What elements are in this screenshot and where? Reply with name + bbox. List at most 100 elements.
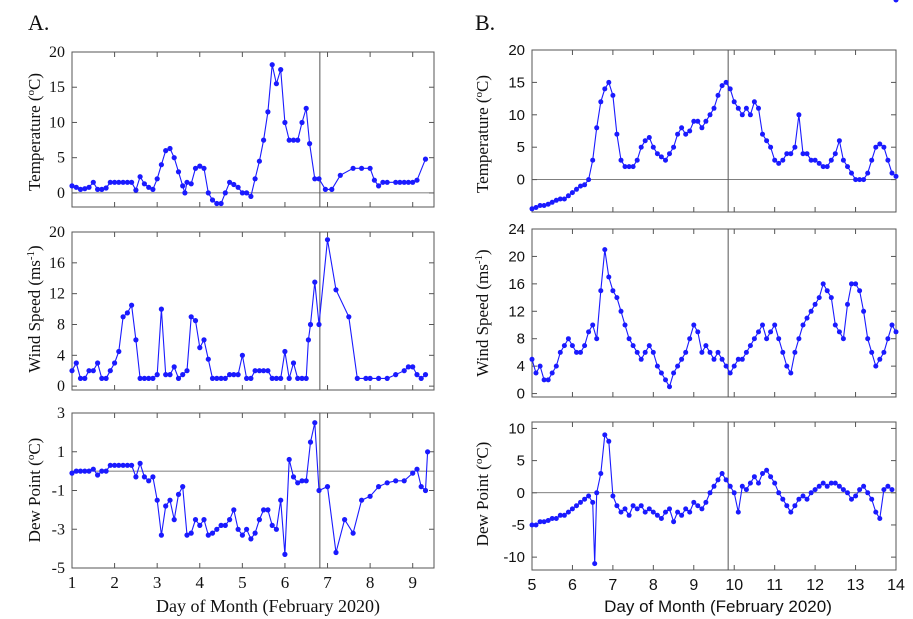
b-dew-data-point <box>853 493 859 499</box>
b-dew-data-point <box>541 519 547 525</box>
b-temperature-data-point <box>747 112 753 118</box>
b-dew-data-point <box>618 509 624 515</box>
b-temperature-data-point <box>537 203 543 208</box>
a-temperature-data-point <box>286 137 292 143</box>
b-wind-data-point <box>776 336 782 342</box>
panel-b-label: B. <box>475 10 495 35</box>
a-dew-data-point <box>401 478 407 484</box>
a-dew-data-point <box>86 468 92 474</box>
a-dew-data-point <box>269 522 275 529</box>
b-wind-series-line <box>531 249 897 389</box>
b-wind-data-point <box>719 356 725 362</box>
a-wind-data-point <box>239 352 245 358</box>
b-temperature-data-point <box>784 151 790 157</box>
b-dew-data-point <box>784 503 790 509</box>
a-dew-data-point <box>141 474 147 480</box>
a-dew-data-point <box>359 497 365 503</box>
b-temperature-data-point <box>675 131 681 137</box>
b-dew-data-point <box>687 509 693 515</box>
b-dew-data-point <box>877 516 883 521</box>
b-temperature-data-point <box>719 83 725 89</box>
b-temperature-data-point <box>586 177 592 183</box>
b-dew-data-point <box>711 483 717 489</box>
a-temperature-frame <box>71 51 435 208</box>
a-wind-data-point <box>261 368 267 374</box>
a-wind-data-point <box>235 372 241 378</box>
a-wind-data-point <box>99 375 105 381</box>
b-dew-data-point <box>849 496 854 502</box>
b-dew-data-point <box>638 503 644 509</box>
a-wind-data-point <box>82 375 88 381</box>
b-wind-data-point <box>553 363 559 369</box>
b-wind-data-point <box>683 349 689 355</box>
b-dew-data-point <box>602 432 608 438</box>
a-temperature-data-point <box>150 186 156 192</box>
b-temperature-data-point <box>877 141 883 147</box>
a-dew-data-point <box>239 532 245 538</box>
a-dew-data-point <box>299 478 305 484</box>
a-temperature-data-point <box>201 165 207 171</box>
a-wind-ytick-label: 20 <box>49 224 65 241</box>
a-temperature-data-point <box>112 179 118 185</box>
a-temperature-data-point <box>397 179 403 185</box>
b-dew-data-point <box>549 516 555 521</box>
b-dew-data-point <box>622 506 628 512</box>
a-dew-data-point <box>342 517 348 523</box>
b-wind-ytick-label: 0 <box>517 386 525 403</box>
b-wind-data-point <box>703 343 709 349</box>
a-dew-data-point <box>248 536 254 542</box>
a-temperature-data-point <box>256 158 262 164</box>
a-wind-frame <box>71 231 435 391</box>
b-dew-data-point <box>561 512 567 518</box>
b-dew-data-point <box>630 503 636 509</box>
a-temperature-ytick-label: 20 <box>49 44 65 61</box>
b-wind-data-point <box>869 349 875 355</box>
a-dew-data-point <box>393 478 399 484</box>
b-wind-data-point <box>695 329 701 335</box>
b-wind-data-point <box>594 336 600 342</box>
b-dew-xtick-label: 10 <box>725 577 743 594</box>
b-temperature-data-point <box>622 164 628 170</box>
a-wind-data-point <box>393 372 399 378</box>
a-temperature-data-point <box>163 148 169 154</box>
b-dew-data-point <box>764 467 770 473</box>
b-dew-data-point <box>598 471 604 476</box>
a-wind-data-point <box>188 314 194 320</box>
a-wind-data-point <box>305 337 311 343</box>
b-dew-data-point <box>614 503 620 509</box>
b-wind-data-point <box>687 336 693 342</box>
b-temperature-data-point <box>634 157 640 163</box>
a-temperature-data-point <box>239 190 245 196</box>
b-wind-data-point <box>634 349 640 355</box>
b-dew-data-point <box>586 493 592 499</box>
b-wind-data-point <box>885 336 891 342</box>
b-temperature-data-point <box>671 144 677 150</box>
b-dew-data-point <box>772 480 778 486</box>
b-temperature-data-point <box>533 205 539 210</box>
a-wind-data-point <box>367 375 373 381</box>
b-temperature-data-point <box>869 157 875 163</box>
b-temperature-data-point <box>768 144 774 150</box>
a-dew-data-point <box>95 472 101 478</box>
b-wind-data-point <box>865 336 871 342</box>
a-wind-data-point <box>324 237 331 243</box>
b-dew-ytick-label: 5 <box>517 453 525 470</box>
a-wind-data-point <box>137 375 143 381</box>
a-dew-data-point <box>137 460 143 466</box>
a-dew-data-point <box>180 484 186 490</box>
b-wind-data-point <box>638 356 644 362</box>
a-dew-data-point <box>303 478 309 484</box>
b-temperature-data-point <box>780 157 786 163</box>
b-wind-data-point <box>675 363 681 369</box>
a-wind-data-point <box>316 321 322 328</box>
a-dew-xtick-label: 6 <box>281 573 290 592</box>
b-temperature-data-point <box>650 144 656 150</box>
a-dew-data-point <box>312 420 318 426</box>
b-temperature-data-point <box>756 105 761 111</box>
b-temperature-data-point <box>679 125 685 131</box>
a-temperature-data-point <box>214 200 220 207</box>
b-dew-xtick-label: 6 <box>568 577 577 594</box>
b-dew-data-point <box>642 509 648 515</box>
b-dew-ytick-label: -5 <box>512 517 525 534</box>
a-temperature-data-point <box>244 190 250 196</box>
